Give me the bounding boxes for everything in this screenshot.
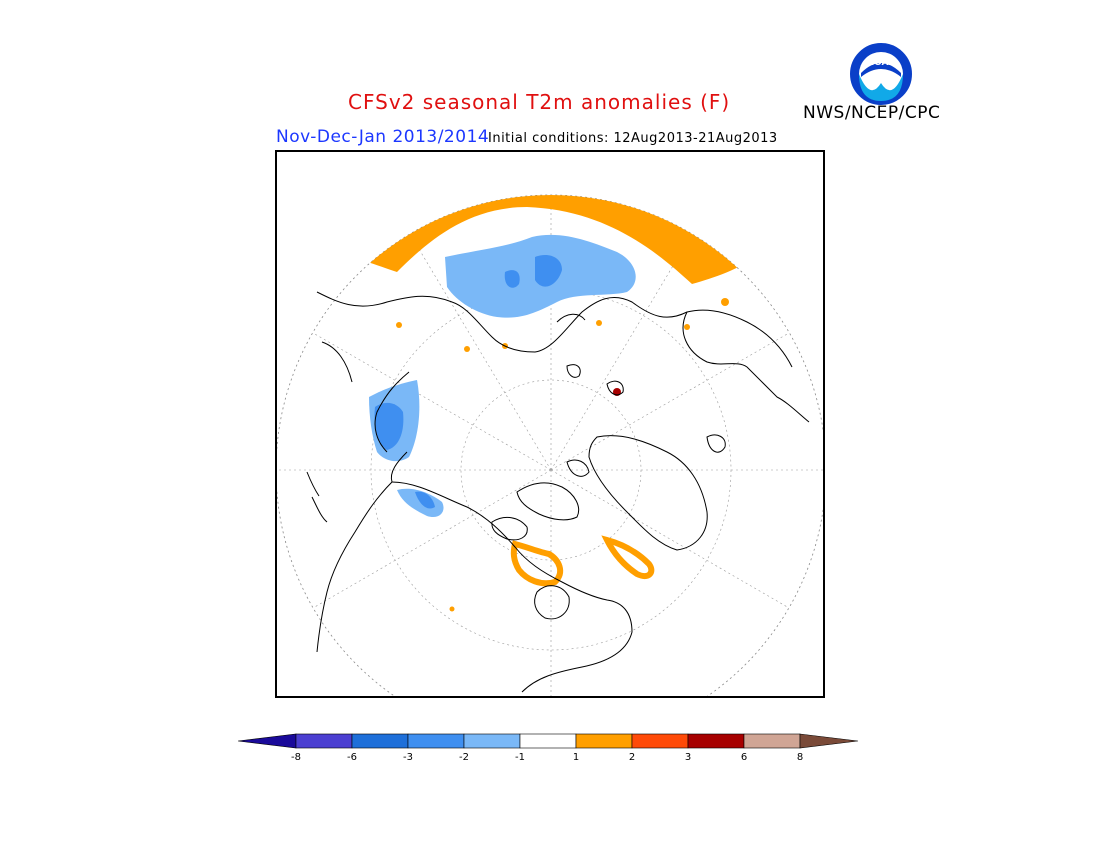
anomaly-warm-spot — [449, 606, 455, 612]
anomaly-warm-spot — [596, 320, 602, 326]
legend-tick-label: 6 — [741, 752, 747, 763]
legend-tick-label: -6 — [347, 752, 357, 763]
anomaly-cold-siberia-core — [535, 254, 562, 287]
anomaly-darkred-spot — [613, 388, 621, 396]
noaa-logo-icon: NOAA — [850, 43, 912, 105]
season-label: Nov-Dec-Jan 2013/2014 — [276, 127, 490, 147]
legend-tick-label: 8 — [797, 752, 803, 763]
legend-color-box — [575, 733, 633, 749]
legend-color-box — [743, 733, 801, 749]
coastlines — [306, 291, 810, 693]
map-title-text: CFSv2 seasonal T2m anomalies (F) — [348, 90, 731, 114]
legend-tick-label: 2 — [629, 752, 635, 763]
legend-tick-label: -1 — [515, 752, 525, 763]
legend-color-box — [519, 733, 577, 749]
anomaly-warm-spot — [721, 298, 729, 306]
legend-color-box — [295, 733, 353, 749]
map-panel — [275, 150, 825, 698]
anomaly-warm-spot — [684, 324, 690, 330]
anomaly-warm-spot — [464, 346, 470, 352]
anomaly-cold-alaska — [397, 488, 444, 518]
initial-conditions-label: Initial conditions: 12Aug2013-21Aug2013 — [488, 131, 778, 146]
polar-map — [277, 156, 823, 696]
legend-arrow-high — [799, 733, 859, 749]
legend-arrow-low — [238, 733, 297, 749]
anomaly-darkred-blob — [617, 161, 649, 185]
legend-tick-label: -2 — [459, 752, 469, 763]
legend-color-box — [351, 733, 409, 749]
anomaly-cold-north-america-core — [374, 402, 404, 450]
logo-text: NOAA — [867, 58, 896, 68]
legend-color-box — [631, 733, 689, 749]
legend-tick-label: -8 — [291, 752, 301, 763]
legend-color-box — [407, 733, 465, 749]
anomaly-darkred-blob — [545, 156, 567, 169]
anomaly-cold-alaska-core — [415, 491, 435, 509]
legend-colorbar: -8 -6 -3 -2 -1 1 2 3 6 8 — [238, 733, 859, 763]
agency-label: NWS/NCEP/CPC — [803, 103, 941, 123]
anomaly-red-patch — [422, 177, 442, 194]
anomaly-cold-siberia-core — [504, 270, 520, 288]
legend-tick-label: -3 — [403, 752, 413, 763]
legend-color-box — [463, 733, 521, 749]
anomaly-warm-spot — [396, 322, 402, 328]
anomaly-warm-greenland — [601, 535, 655, 580]
anomaly-warm-canada — [510, 540, 564, 587]
legend-tick-label: 1 — [573, 752, 579, 763]
legend-tick-label: 3 — [685, 752, 691, 763]
legend-color-box — [687, 733, 745, 749]
